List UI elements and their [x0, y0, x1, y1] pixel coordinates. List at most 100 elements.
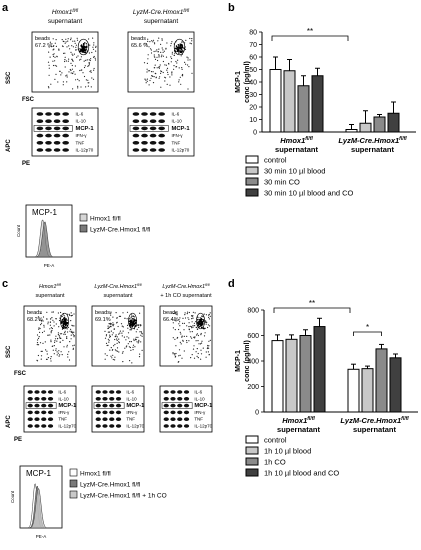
scatter-dot [49, 324, 52, 326]
bead-cluster [141, 126, 148, 131]
scatter-dot [175, 45, 178, 47]
bead-cluster [158, 126, 165, 131]
scatter-dot [43, 330, 45, 332]
scatter-dot [79, 59, 81, 61]
scatter-dot [147, 54, 149, 56]
bead-cluster [170, 403, 176, 408]
scatter-dot [70, 37, 72, 39]
scatter-dot [178, 323, 180, 325]
scatter-dot [118, 341, 120, 343]
scatter-dot [203, 328, 205, 330]
scatter-dot [56, 340, 58, 342]
scatter-dot [171, 72, 173, 74]
bead-cluster [95, 424, 101, 428]
scatter-dot [197, 340, 199, 342]
scatter-dot [60, 337, 62, 339]
scatter-dot [115, 334, 117, 336]
scatter-dot [119, 330, 121, 332]
scatter-dot [114, 359, 116, 361]
scatter-dot [153, 42, 156, 44]
scatter-dot [194, 337, 196, 339]
scatter-dot [161, 38, 163, 40]
bar [389, 357, 402, 413]
scatter-dot [108, 331, 111, 333]
bead-cluster [149, 112, 157, 116]
scatter-dot [191, 337, 193, 339]
scatter-dot [188, 311, 190, 314]
bead-cluster [177, 397, 183, 401]
scatter-dot [88, 52, 90, 54]
legend-swatch [245, 155, 259, 164]
scatter-dot [126, 318, 128, 320]
bead-label: IFN-γ [76, 133, 88, 138]
scatter-dot [37, 337, 40, 339]
scatter-dot [199, 343, 202, 345]
scatter-dot [182, 340, 184, 342]
scatter-dot [66, 319, 68, 321]
scatter-dot [49, 318, 52, 320]
y-tick-label: 600 [247, 333, 259, 340]
scatter-dot [37, 354, 40, 357]
scatter-dot [181, 68, 183, 70]
group-sublabel: supernatant [351, 145, 394, 154]
scatter-dot [158, 54, 160, 56]
col-0-mcp1-gate [33, 125, 73, 132]
panel-b-bar-chart: MCP-1 conc (pg/ml) 0 10 20 30 40 50 60 70 80 Hmox1f… [235, 27, 416, 198]
scatter-dot [158, 48, 160, 50]
scatter-dot [178, 52, 180, 55]
scatter-dot [47, 334, 49, 336]
y-tick-label: 0 [253, 130, 257, 137]
scatter-dot [69, 48, 71, 50]
bead-cluster [34, 390, 40, 394]
scatter-dot [110, 347, 112, 349]
bead-label: IL-12p70 [126, 424, 144, 429]
scatter-dot [58, 48, 60, 50]
scatter-dot [58, 49, 60, 51]
scatter-dot [68, 58, 70, 60]
y-tick-label: 40 [249, 80, 257, 87]
bead-cluster [163, 410, 169, 415]
bead-cluster [102, 397, 108, 401]
bead-cluster [36, 112, 44, 116]
scatter-dot [173, 54, 175, 57]
scatter-dot [179, 325, 181, 327]
scatter-dot [121, 325, 123, 327]
scatter-dot [68, 71, 70, 73]
scatter-dot [42, 316, 45, 318]
scatter-dot [107, 327, 109, 330]
y-axis-title: conc (pg/ml) [244, 340, 251, 382]
col-1-gate-percent: 69.1% [95, 317, 111, 323]
col-0-bead-gate [77, 38, 90, 56]
bead-cluster [95, 397, 101, 401]
scatter-dot [158, 55, 160, 57]
scatter-dot [72, 347, 74, 349]
scatter-dot [66, 337, 68, 339]
scatter-dot [141, 335, 143, 337]
scatter-dot [62, 84, 64, 86]
scatter-dot [53, 353, 55, 355]
bead-cluster [53, 148, 61, 152]
scatter-dot [146, 80, 148, 82]
scatter-dot [137, 342, 139, 344]
scatter-dot [186, 325, 188, 327]
scatter-dot [168, 62, 170, 65]
scatter-dot [66, 76, 68, 78]
scatter-dot [69, 68, 71, 71]
scatter-dot [53, 345, 55, 347]
scatter-dot [152, 41, 154, 43]
scatter-dot [114, 338, 116, 341]
scatter-dot [205, 323, 207, 325]
scatter-dot [164, 64, 166, 66]
scatter-dot [121, 332, 123, 334]
scatter-dot [93, 69, 95, 71]
scatter-dot [47, 323, 49, 325]
col-1-gate-label: beads [95, 310, 110, 316]
histogram-xlabel: PE-A [44, 263, 55, 268]
scatter-dot [144, 42, 146, 45]
bead-cluster [158, 133, 165, 138]
scatter-dot [87, 65, 89, 67]
bar [387, 112, 400, 133]
scatter-dot [186, 335, 188, 337]
scatter-dot [189, 331, 191, 333]
scatter-dot [67, 313, 69, 315]
